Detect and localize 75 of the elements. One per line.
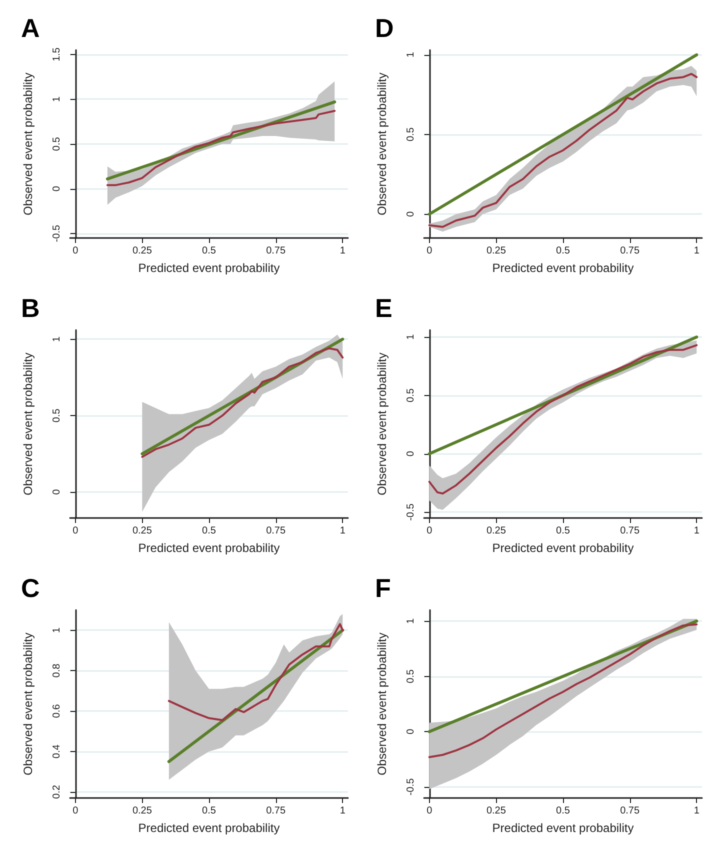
y-tick-label: 0.6	[52, 704, 62, 718]
y-axis-title: Observed event probability	[21, 352, 35, 496]
x-tick-label: 0.25	[132, 246, 152, 256]
x-tick-label: 0.75	[266, 526, 286, 536]
x-tick-label: 0.25	[486, 526, 506, 536]
x-axis-title: Predicted event probability	[138, 541, 280, 555]
x-tick-label: 0.5	[202, 526, 216, 536]
x-tick-label: 0.5	[556, 246, 570, 256]
y-tick-label: -0.5	[406, 778, 416, 796]
y-tick-label: 0	[52, 186, 62, 192]
x-tick-label: 0.5	[556, 526, 570, 536]
x-axis-title: Predicted event probability	[492, 261, 634, 275]
y-axis-title: Observed event probability	[375, 72, 389, 216]
y-tick-label: 1	[406, 52, 416, 58]
x-tick-label: 1	[694, 246, 700, 256]
x-tick-label: 0	[426, 806, 433, 816]
x-tick-label: 0.25	[132, 526, 152, 536]
y-tick-label: 1	[406, 618, 416, 624]
chart-title: E	[375, 293, 392, 323]
chart-title: B	[21, 293, 40, 323]
chart-title: D	[375, 13, 394, 43]
y-tick-label: 0.8	[52, 663, 62, 678]
x-tick-label: 0.25	[132, 806, 152, 816]
y-tick-label: -0.5	[406, 503, 416, 521]
y-tick-label: 0.2	[52, 784, 62, 799]
y-axis-title: Observed event probability	[21, 72, 35, 216]
x-tick-label: 0.25	[486, 246, 506, 256]
chart-title: A	[21, 13, 40, 43]
chart-title: F	[375, 573, 391, 603]
x-tick-label: 0	[426, 246, 433, 256]
line-series	[428, 623, 698, 758]
x-axis-title: Predicted event probability	[492, 541, 634, 555]
x-tick-label: 0.5	[556, 806, 570, 816]
x-tick-label: 1	[340, 526, 346, 536]
x-tick-label: 1	[694, 526, 700, 536]
y-axis-title: Observed event probability	[375, 632, 389, 776]
x-tick-label: 0.5	[202, 246, 216, 256]
y-tick-label: 0.5	[52, 136, 62, 151]
x-tick-label: 0	[72, 246, 79, 256]
x-tick-label: 1	[340, 246, 346, 256]
y-tick-label: 0	[406, 728, 416, 734]
y-tick-label: -0.5	[52, 224, 62, 242]
y-tick-label: 1	[406, 334, 416, 340]
x-axis-title: Predicted event probability	[138, 821, 280, 835]
y-tick-label: 0	[406, 450, 416, 457]
x-tick-label: 0.75	[266, 806, 286, 816]
x-tick-label: 1	[340, 806, 346, 816]
y-tick-label: 1.5	[52, 47, 62, 62]
x-tick-label: 0.75	[266, 246, 286, 256]
x-tick-label: 0.75	[620, 246, 640, 256]
x-tick-label: 0.75	[620, 526, 640, 536]
line-series	[168, 623, 344, 722]
y-tick-label: 0.5	[406, 127, 416, 142]
y-tick-label: 0.4	[52, 744, 62, 758]
x-tick-label: 0.25	[486, 806, 506, 816]
y-axis-title: Observed event probability	[21, 632, 35, 776]
x-tick-label: 0	[72, 806, 79, 816]
x-tick-label: 0	[72, 526, 79, 536]
y-tick-label: 1	[52, 96, 62, 102]
y-tick-label: 0.5	[52, 408, 62, 423]
x-axis-title: Predicted event probability	[138, 261, 280, 275]
y-tick-label: 0	[406, 210, 416, 217]
y-tick-label: 1	[52, 626, 62, 633]
y-tick-label: 0	[52, 488, 62, 495]
x-tick-label: 1	[694, 806, 700, 816]
x-tick-label: 0	[426, 526, 433, 536]
line-series	[106, 110, 336, 186]
y-axis-title: Observed event probability	[375, 352, 389, 496]
x-axis-title: Predicted event probability	[492, 821, 634, 835]
y-tick-label: 0.5	[406, 388, 416, 402]
x-tick-label: 0.75	[620, 806, 640, 816]
y-tick-label: 1	[52, 336, 62, 342]
chart-title: C	[21, 573, 40, 603]
x-tick-label: 0.5	[202, 806, 216, 816]
y-tick-label: 0.5	[406, 668, 416, 684]
